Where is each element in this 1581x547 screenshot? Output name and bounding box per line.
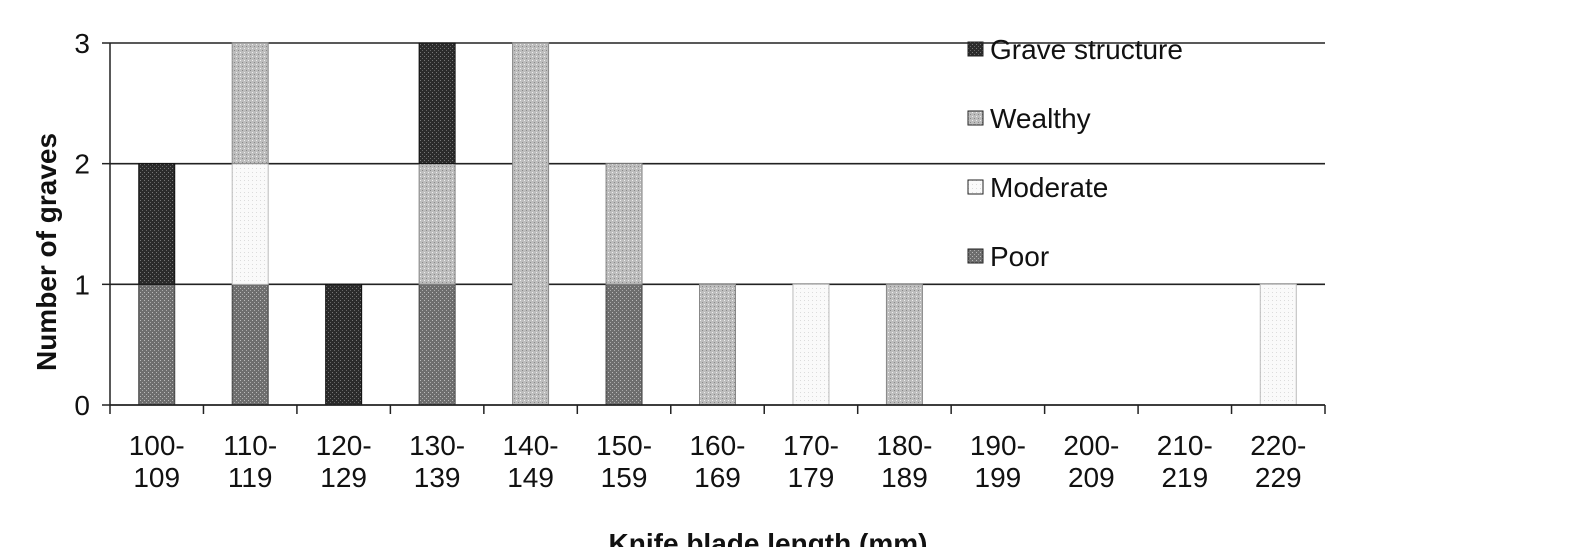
legend-swatch-poor: [967, 248, 984, 264]
x-tick-label: 180-189: [876, 430, 932, 493]
bar-grave-structure: [418, 42, 456, 165]
legend-swatch-moderate: [967, 179, 984, 195]
bar-wealthy: [231, 42, 269, 165]
legend-label-poor: Poor: [990, 241, 1049, 272]
bar-wealthy: [605, 163, 643, 285]
x-tick-label: 120-129: [316, 430, 372, 493]
x-tick-label: 140-149: [503, 430, 559, 493]
legend-label-moderate: Moderate: [990, 172, 1108, 203]
legend-swatch-wealthy: [967, 110, 984, 126]
x-tick-label: 100-109: [129, 430, 185, 493]
bar-poor: [418, 283, 456, 406]
y-tick-label: 3: [74, 28, 90, 59]
bar-moderate: [792, 283, 830, 406]
x-tick-label: 210-219: [1157, 430, 1213, 493]
bar-poor: [605, 283, 643, 406]
legend-label-grave-structure: Grave structure: [990, 34, 1183, 65]
y-tick-label: 1: [74, 269, 90, 300]
bar-poor: [138, 283, 176, 406]
bar-wealthy: [699, 283, 736, 406]
x-tick-label: 220-229: [1250, 430, 1306, 493]
x-tick-label: 190-199: [970, 430, 1026, 493]
x-tick-label: 200-209: [1063, 430, 1119, 493]
legend: Grave structure Wealthy Moderate Poor: [967, 34, 1183, 272]
bar-grave-structure: [325, 283, 363, 406]
x-tick-label: 150-159: [596, 430, 652, 493]
bar-moderate: [1259, 283, 1297, 406]
x-tick-label: 170-179: [783, 430, 839, 493]
bar-wealthy: [418, 163, 456, 285]
bars: [138, 42, 1297, 406]
bar-wealthy: [512, 42, 550, 406]
bar-poor: [231, 283, 269, 406]
x-tick-label: 130-139: [409, 430, 465, 493]
bar-wealthy: [885, 283, 923, 406]
y-tick-label: 0: [74, 390, 90, 421]
axes: 0 1 2 3 100-109 110-119 120-129 130-139 140-149 1…: [74, 28, 1326, 493]
x-axis-label: Knife blade length (mm): [609, 528, 928, 547]
y-axis-label: Number of graves: [31, 133, 62, 371]
legend-swatch-grave-structure: [967, 41, 984, 57]
x-tick-label: 110-119: [223, 430, 277, 493]
bar-moderate: [231, 163, 269, 285]
x-tick-label: 160-169: [689, 430, 745, 493]
bar-grave-structure: [138, 163, 176, 285]
y-tick-label: 2: [74, 149, 90, 180]
legend-label-wealthy: Wealthy: [990, 103, 1091, 134]
